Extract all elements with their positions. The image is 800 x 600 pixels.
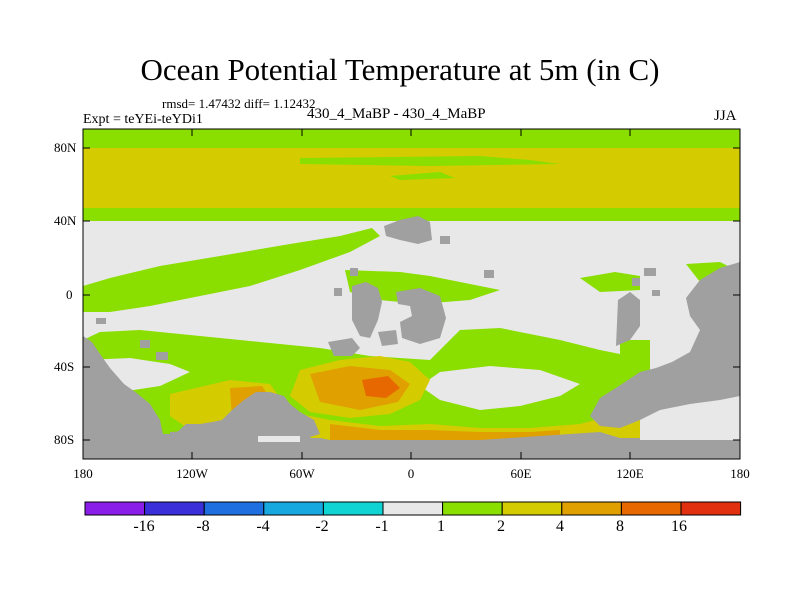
land-small <box>440 236 450 244</box>
x-tick-label: 0 <box>407 466 415 481</box>
colorbar-swatch <box>203 501 265 516</box>
experiment-label: Expt = teYEi-teYDi1 <box>83 112 203 127</box>
colorbar-swatch <box>263 501 324 516</box>
rmsd-diff-stats: rmsd= 1.47432 diff= 1.12432 <box>162 96 316 111</box>
land-small <box>350 268 358 276</box>
land-small <box>644 268 656 276</box>
colorbar-label: 16 <box>671 518 687 535</box>
land-south-america <box>170 396 312 440</box>
x-tick-label: 180 <box>73 466 93 481</box>
sh-green-patch <box>620 340 650 380</box>
colorbar <box>84 501 742 516</box>
y-ticks <box>83 147 740 441</box>
colorbar-swatch <box>501 501 563 516</box>
land-small <box>156 352 168 360</box>
land-antarctica <box>83 440 740 459</box>
land-north-block <box>384 216 432 244</box>
y-tick-label: 40N <box>54 213 77 228</box>
x-tick-label: 120E <box>616 466 644 481</box>
colorbar-label: -4 <box>256 518 270 535</box>
land-small <box>484 270 494 278</box>
land-small <box>140 340 150 348</box>
land-small <box>334 288 342 296</box>
colorbar-swatch <box>382 501 444 516</box>
colorbar-label: 1 <box>437 518 445 535</box>
map-field <box>83 129 740 459</box>
colorbar-swatch <box>84 501 146 516</box>
sh-near-zero-patch <box>420 366 580 410</box>
colorbar-label: -2 <box>315 518 329 535</box>
x-tick-label: 60W <box>289 466 315 481</box>
y-tick-label: 0 <box>66 287 73 302</box>
x-tick-label: 60E <box>510 466 532 481</box>
land-small <box>632 278 640 286</box>
eq-green-patch <box>580 272 640 292</box>
colorbar-swatch <box>561 501 622 516</box>
colorbar-swatch <box>680 501 742 516</box>
colorbar-label: -16 <box>133 518 155 535</box>
land-australia-sea-ice <box>640 428 670 440</box>
nh-green-tongue <box>83 228 380 312</box>
arctic-green-streak <box>390 172 455 180</box>
colorbar-label: 2 <box>497 518 505 535</box>
land-east-side <box>590 262 740 428</box>
warm-core-red <box>362 376 400 398</box>
colorbar-swatch <box>322 501 384 516</box>
nh-green-patch <box>345 270 500 304</box>
colorbar-swatch <box>442 501 503 516</box>
colorbar-label: 4 <box>556 518 564 535</box>
y-tick-label: 80N <box>54 140 77 155</box>
arctic-green-streak <box>300 156 560 166</box>
land-antarctic-shelf <box>258 432 660 444</box>
plot-title: Ocean Potential Temperature at 5m (in C) <box>140 52 660 87</box>
land-small <box>652 290 660 296</box>
colorbar-label: 8 <box>616 518 624 535</box>
land-central-blocks <box>396 288 446 344</box>
x-tick-label: 180 <box>730 466 750 481</box>
season-label: JJA <box>714 108 737 124</box>
colorbar-label: -1 <box>375 518 389 535</box>
colorbar-swatch <box>620 501 682 516</box>
land-small <box>96 318 106 324</box>
land-central-blocks <box>352 282 382 338</box>
y-tick-label: 40S <box>54 359 75 374</box>
land-east-islands <box>616 292 640 346</box>
period-label: 430_4_MaBP - 430_4_MaBP <box>307 106 486 122</box>
x-tick-label: 120W <box>176 466 208 481</box>
land-sea-ice-strip <box>258 436 300 442</box>
land-central-blocks <box>328 338 360 356</box>
land-central-blocks <box>378 330 398 346</box>
y-tick-label: 80S <box>54 432 75 447</box>
x-ticks <box>191 129 631 459</box>
colorbar-swatch <box>144 501 205 516</box>
colorbar-label: -8 <box>196 518 210 535</box>
